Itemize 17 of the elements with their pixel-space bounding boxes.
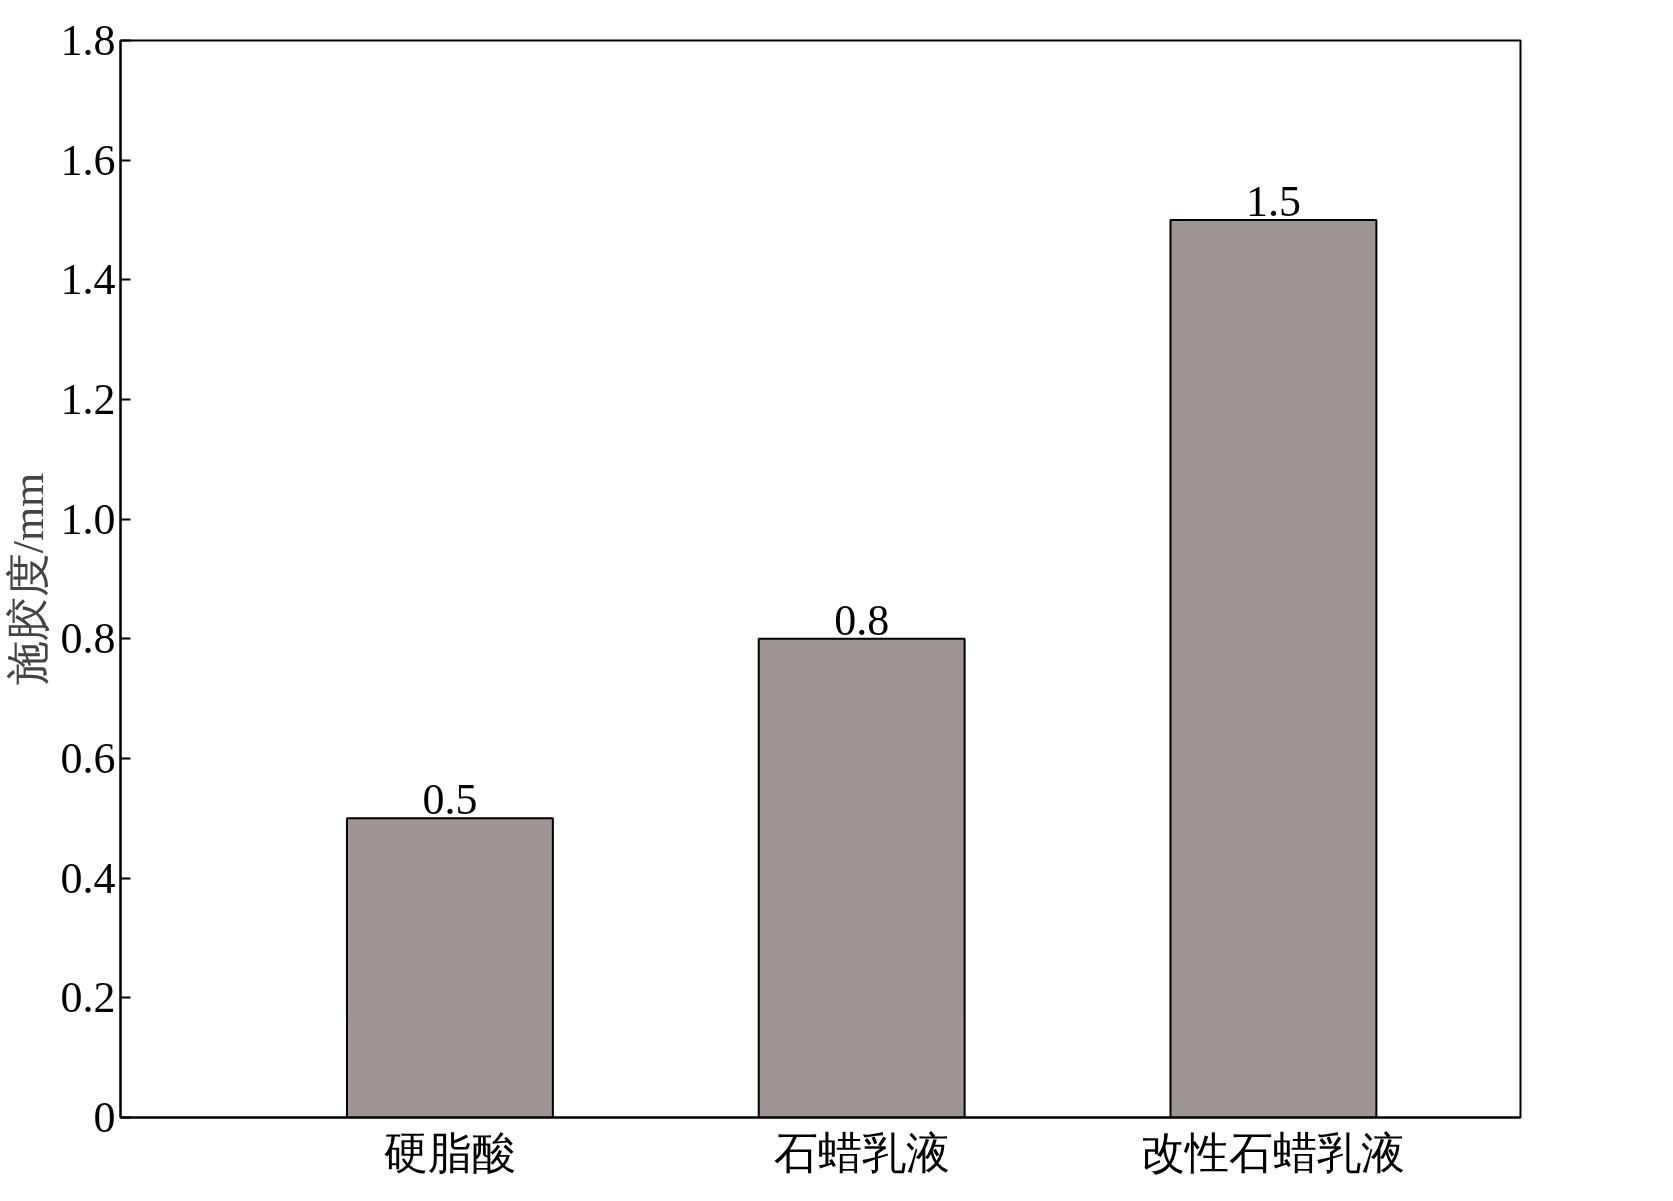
data-label: 1.5: [1245, 177, 1301, 226]
y-tick-label: 0.8: [60, 614, 116, 664]
y-tick-label: 1.0: [60, 494, 116, 544]
y-tick-label: 0.6: [60, 734, 116, 783]
y-tick-label: 1.8: [60, 16, 116, 65]
x-tick-label: 改性石蜡乳液: [1141, 1128, 1406, 1178]
y-tick-label: 1.2: [60, 375, 116, 424]
data-label: 0.5: [422, 775, 478, 825]
y-axis-title: 施胶度/mm: [3, 472, 53, 686]
y-tick-label: 0: [93, 1093, 116, 1142]
data-label: 0.8: [834, 595, 890, 645]
y-tick-label: 0.4: [60, 853, 116, 903]
y-tick-label: 1.6: [60, 135, 116, 185]
x-tick-label: 石蜡乳液: [773, 1128, 950, 1178]
y-tick-label: 1.4: [60, 255, 116, 305]
y-tick-label: 0.2: [60, 973, 116, 1023]
x-tick-label: 硬脂酸: [383, 1128, 516, 1178]
